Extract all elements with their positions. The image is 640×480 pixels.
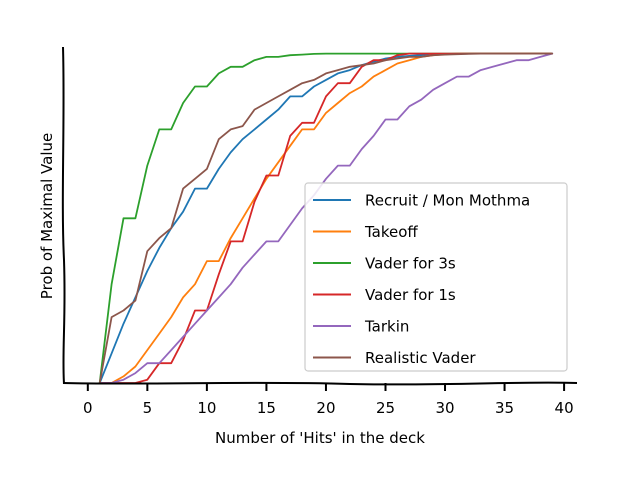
x-axis-label: Number of 'Hits' in the deck	[215, 429, 425, 447]
legend: Recruit / Mon Mothma Takeoff Vader for 3s V…	[304, 182, 568, 372]
legend-entries: Recruit / Mon Mothma Takeoff Vader for 3s V…	[313, 192, 530, 367]
x-tick-label: 0	[83, 399, 93, 417]
x-tick-label: 35	[495, 399, 514, 417]
series-lines	[98, 52, 554, 384]
x-tick-label: 10	[197, 399, 216, 417]
series-line-5	[98, 52, 554, 384]
x-tick-label: 40	[555, 399, 574, 417]
y-axis-label: Prob of Maximal Value	[38, 133, 56, 299]
plot-area: 0 5 10 15 20 25 30 35 40	[61, 46, 578, 417]
series-line-4	[98, 52, 554, 384]
x-axis-line	[62, 381, 578, 386]
x-tick-label: 25	[376, 399, 395, 417]
legend-label-2: Vader for 3s	[365, 255, 456, 273]
y-axis-line	[61, 46, 66, 385]
legend-label-4: Tarkin	[364, 318, 409, 336]
x-tick-label: 20	[316, 399, 335, 417]
x-axis-ticks: 0 5 10 15 20 25 30 35 40	[83, 383, 574, 417]
legend-label-3: Vader for 1s	[365, 286, 456, 304]
legend-label-5: Realistic Vader	[365, 349, 476, 367]
x-tick-label: 5	[143, 399, 153, 417]
legend-label-0: Recruit / Mon Mothma	[365, 192, 530, 210]
legend-frame	[304, 182, 568, 372]
x-tick-label: 15	[257, 399, 276, 417]
x-tick-label: 30	[435, 399, 454, 417]
legend-label-1: Takeoff	[364, 223, 418, 241]
